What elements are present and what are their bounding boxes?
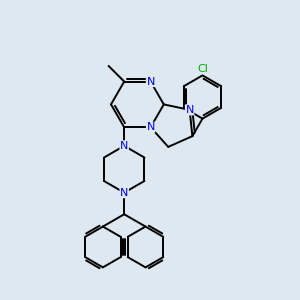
Text: N: N (120, 141, 128, 151)
Text: N: N (185, 105, 194, 115)
Text: N: N (146, 122, 155, 132)
Text: N: N (120, 188, 128, 198)
Text: N: N (146, 76, 155, 86)
Text: Cl: Cl (197, 64, 208, 74)
